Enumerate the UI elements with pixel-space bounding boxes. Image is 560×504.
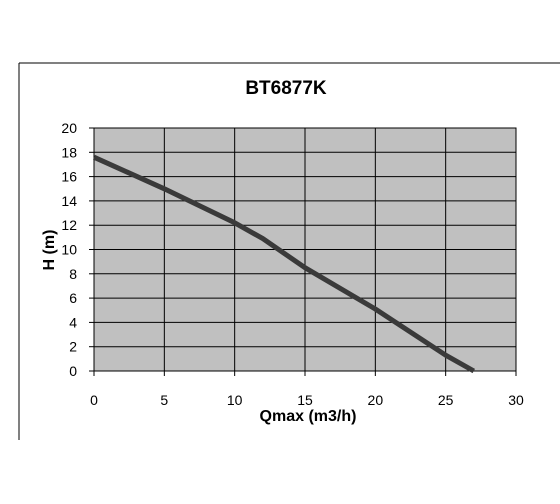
x-tick-label: 15 [297, 392, 313, 408]
x-tick-label: 5 [160, 392, 168, 408]
y-tick-label: 2 [69, 339, 77, 355]
chart-title: BT6877K [245, 78, 327, 99]
x-axis-ticks: 0 5 10 15 20 25 30 [90, 371, 524, 408]
y-tick-label: 6 [69, 290, 77, 306]
x-tick-label: 25 [438, 392, 454, 408]
y-tick-label: 8 [69, 266, 77, 282]
x-tick-label: 10 [227, 392, 243, 408]
x-tick-label: 0 [90, 392, 98, 408]
y-tick-label: 20 [61, 120, 77, 136]
y-tick-label: 10 [61, 242, 77, 258]
y-tick-label: 12 [61, 217, 77, 233]
y-tick-label: 16 [61, 169, 77, 185]
series-line [92, 154, 476, 374]
x-tick-label: 20 [368, 392, 384, 408]
x-tick-label: 30 [508, 392, 524, 408]
series-layer [92, 154, 476, 374]
gridlines [93, 127, 517, 372]
y-tick-label: 0 [69, 363, 77, 379]
y-axis-label: H (m) [41, 230, 58, 271]
y-tick-label: 18 [61, 144, 77, 160]
y-axis-ticks: 0 2 4 6 8 10 12 14 16 18 20 [61, 120, 94, 379]
y-tick-label: 14 [61, 193, 77, 209]
y-tick-label: 4 [69, 314, 77, 330]
x-axis-label: Qmax (m3/h) [260, 408, 357, 425]
